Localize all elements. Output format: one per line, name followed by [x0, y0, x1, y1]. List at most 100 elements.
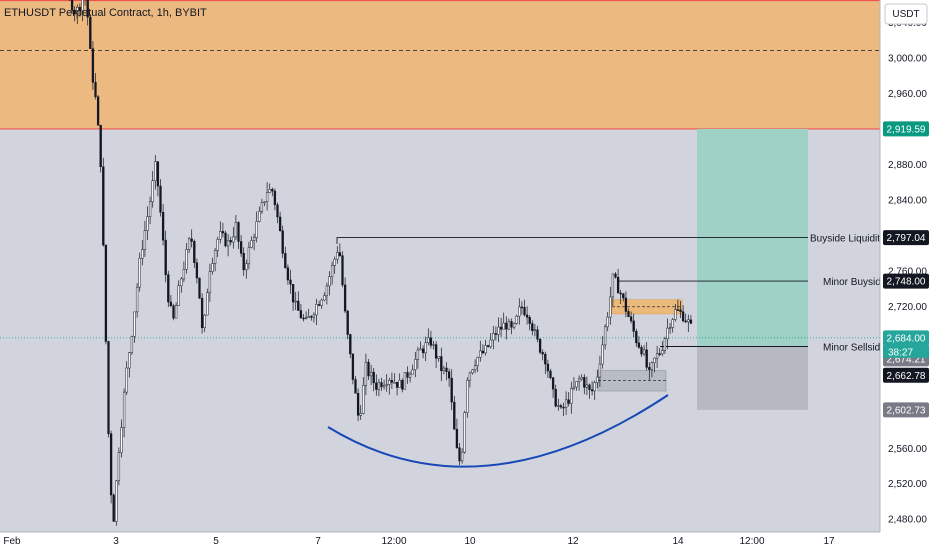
candle-body	[541, 352, 544, 355]
candle-body	[624, 297, 628, 312]
candle-body	[380, 382, 383, 388]
x-axis-ticks: Feb 3 5 7 12:00 10 12 14 12:00 17	[3, 536, 835, 547]
candle-body	[359, 413, 362, 416]
candle-body	[390, 380, 394, 383]
candle-body	[434, 344, 438, 359]
candle-body	[120, 427, 123, 453]
price-tag-minor-sellside	[883, 367, 929, 383]
candle-body	[551, 377, 555, 390]
countdown-label: 38:27	[888, 347, 913, 358]
candle-body	[567, 399, 570, 404]
candle-body	[549, 370, 552, 379]
candle-body	[115, 480, 118, 522]
candle-body	[143, 230, 147, 250]
price-tag-current	[883, 330, 929, 346]
rounding-bottom-arc[interactable]	[327, 394, 669, 468]
candle-body	[637, 342, 641, 348]
candle-body	[554, 388, 557, 407]
candle-body	[169, 301, 173, 306]
candle-body	[159, 185, 162, 213]
candle-body	[588, 384, 591, 390]
candle-body	[151, 180, 154, 203]
candle-body	[343, 284, 347, 312]
y-tick-label: 3,000.00	[888, 54, 927, 65]
candle-body	[229, 240, 232, 243]
candle-body	[315, 304, 318, 316]
x-tick-label: 7	[315, 536, 321, 547]
candle-body	[606, 316, 609, 328]
price-tag-buyside-liquidity	[883, 230, 929, 246]
candle-body	[372, 371, 375, 384]
candle-body	[619, 292, 622, 295]
candle-body	[213, 250, 217, 264]
x-tick-label: 3	[113, 536, 119, 547]
x-tick-label: 5	[213, 536, 219, 547]
candle-body	[304, 317, 308, 319]
candle-body	[580, 377, 583, 380]
y-tick-label: 2,480.00	[888, 515, 927, 526]
candle-body	[146, 216, 149, 231]
candle-body	[393, 382, 396, 384]
candle-body	[676, 309, 680, 311]
candle-body	[190, 238, 193, 242]
candle-body	[161, 212, 165, 241]
candle-body	[297, 300, 300, 311]
candle-body	[674, 309, 677, 320]
y-tick-label: 2,720.00	[888, 302, 927, 313]
candle-body	[596, 376, 599, 383]
candle-body	[276, 204, 279, 218]
candle-body	[221, 231, 225, 234]
price-tag-label: 2,684.00	[887, 333, 926, 344]
candle-body	[278, 216, 282, 232]
candle-body	[614, 273, 617, 278]
candle-body	[216, 239, 219, 251]
candle-body	[463, 412, 466, 453]
candle-body	[193, 241, 196, 263]
y-tick-label: 2,960.00	[888, 89, 927, 100]
candle-body	[684, 320, 687, 323]
candle-body	[679, 309, 682, 312]
candle-body	[476, 357, 479, 366]
candle-body	[312, 314, 316, 318]
candle-body	[234, 222, 238, 238]
candle-body	[99, 124, 102, 167]
candle-body	[590, 389, 594, 392]
candle-body	[507, 321, 511, 330]
candle-body	[356, 393, 360, 416]
candle-body	[349, 334, 352, 355]
candle-body	[616, 277, 620, 294]
candle-body	[112, 494, 115, 522]
order-block-lower[interactable]	[597, 370, 667, 392]
position-loss-area[interactable]	[697, 346, 808, 410]
candle-body	[609, 296, 612, 318]
candle-body	[603, 326, 607, 346]
candle-body	[265, 192, 269, 203]
countdown-tag	[883, 344, 929, 358]
candle-body	[536, 329, 539, 340]
annotation-minor-sellside: Minor Sellside	[823, 343, 886, 354]
candle-body	[94, 82, 97, 98]
candle-body	[180, 278, 183, 287]
candle-body	[471, 369, 474, 374]
x-tick-label: Feb	[3, 536, 21, 547]
candle-body	[70, 0, 74, 11]
candle-body	[486, 345, 490, 347]
time-axis[interactable]	[0, 532, 880, 550]
candle-body	[284, 253, 287, 268]
candle-body	[219, 231, 222, 240]
buyside-liquidity-line[interactable]	[336, 237, 808, 244]
candle-body	[307, 316, 310, 318]
candle-body	[544, 353, 547, 365]
candle-body	[242, 253, 245, 271]
candle-body	[593, 382, 596, 392]
currency-button[interactable]	[884, 3, 928, 25]
candle-body	[525, 314, 529, 318]
candle-body	[570, 388, 573, 404]
candle-body	[302, 317, 305, 320]
candle-body	[611, 273, 615, 298]
candle-body	[128, 352, 131, 369]
candle-body	[398, 379, 401, 388]
candle-body	[416, 349, 420, 360]
candle-body	[583, 377, 586, 388]
candle-body	[154, 161, 157, 181]
